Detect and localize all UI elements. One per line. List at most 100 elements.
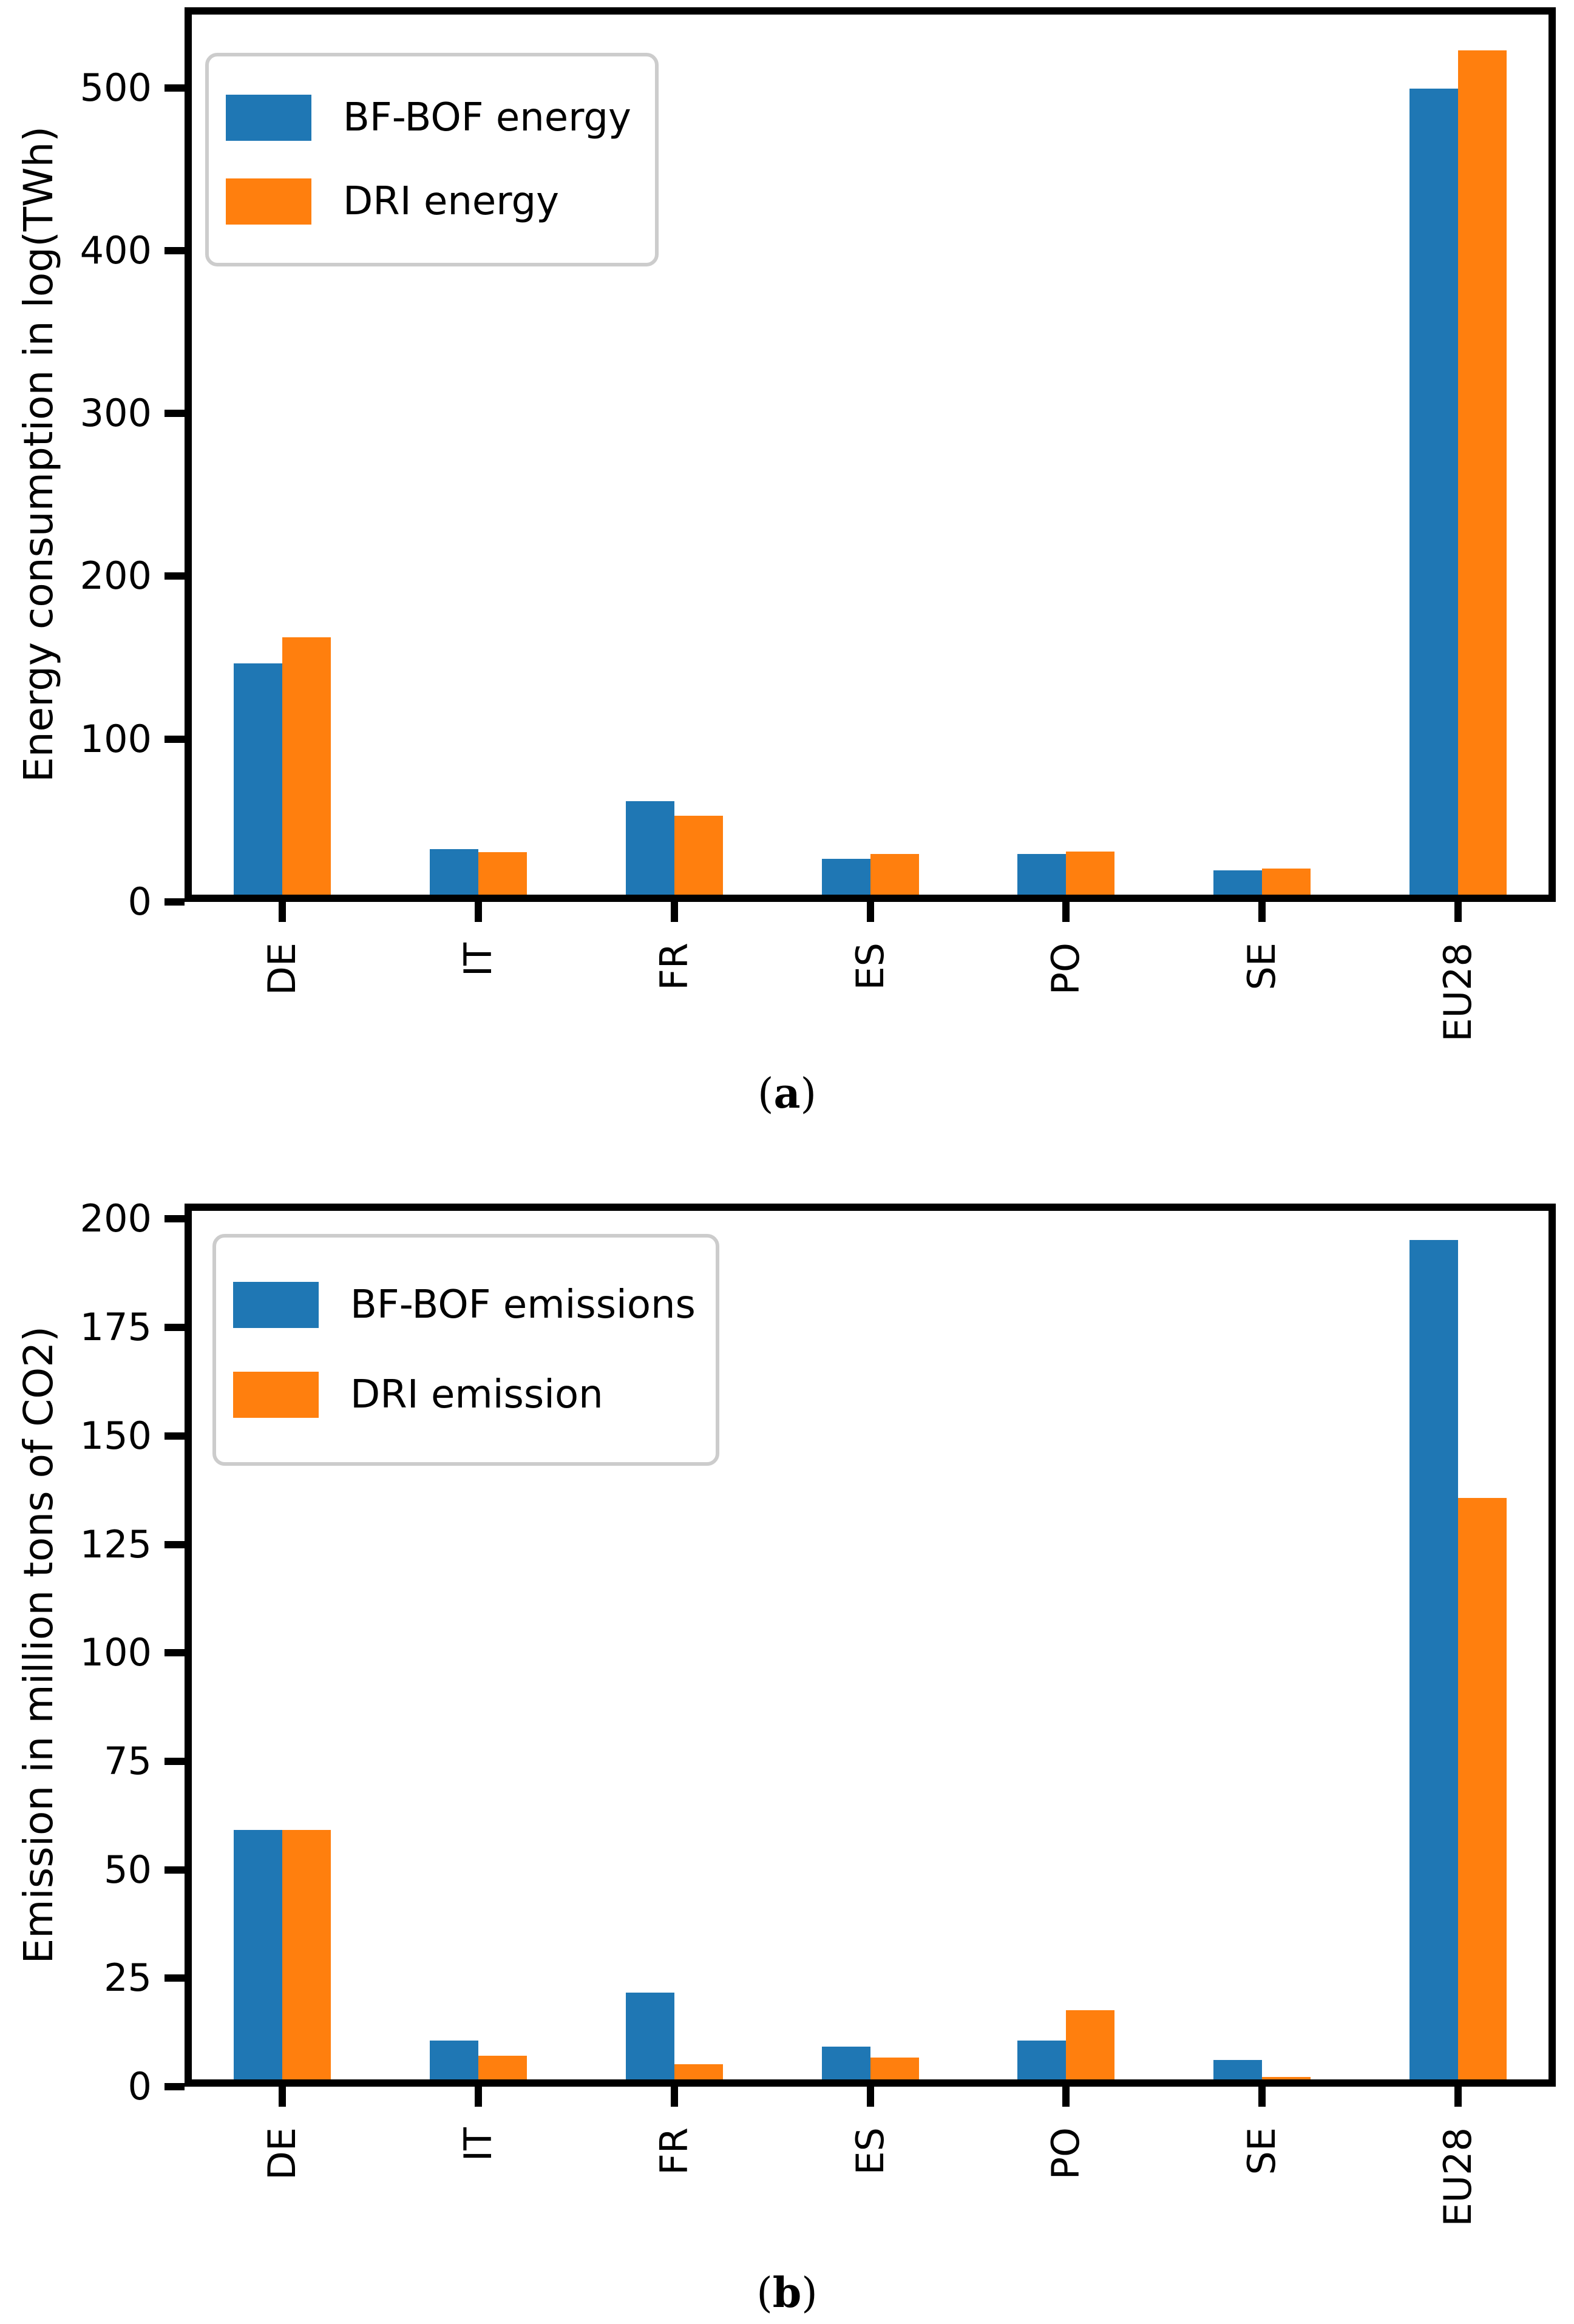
- x-tick: [475, 2087, 483, 2107]
- x-tick: [1062, 902, 1070, 922]
- y-tick-label: 25: [104, 1956, 152, 2000]
- x-tick: [1454, 902, 1462, 922]
- x-tick-label-PO: PO: [1043, 2127, 1088, 2180]
- bar-a-FR-dri: [674, 815, 723, 895]
- bar-b-IT-bf-bof: [430, 2040, 479, 2079]
- x-tick-label-DE: DE: [260, 943, 305, 995]
- x-tick-label-FR: FR: [651, 2127, 696, 2175]
- caption-paren: (: [757, 1070, 774, 1118]
- legend-label-bf-bof-emissions: BF-BOF emissions: [350, 1282, 696, 1327]
- y-tick: [165, 246, 185, 254]
- legend-swatch-dri-icon: [233, 1372, 319, 1418]
- x-tick: [1454, 2087, 1462, 2107]
- legend-row: BF-BOF emissions: [233, 1281, 716, 1328]
- legend-label-dri: DRI energy: [343, 179, 559, 225]
- bar-b-ES-bf-bof: [821, 2047, 870, 2079]
- bar-a-SE-dri: [1261, 869, 1311, 895]
- x-tick-label-PO: PO: [1043, 943, 1088, 995]
- bar-b-DE-bf-bof: [234, 1830, 283, 2079]
- x-tick: [1258, 902, 1266, 922]
- legend-row: DRI energy: [226, 178, 655, 225]
- x-tick: [1258, 2087, 1266, 2107]
- x-tick-label-ES: ES: [847, 943, 892, 991]
- x-tick: [670, 902, 678, 922]
- x-tick-label-IT: IT: [456, 943, 501, 977]
- x-tick: [279, 2087, 287, 2107]
- x-tick-label-FR: FR: [651, 943, 696, 991]
- caption-paren: ): [800, 1070, 817, 1118]
- bar-b-EU28-bf-bof: [1409, 1239, 1458, 2079]
- bar-b-FR-dri: [674, 2064, 723, 2079]
- y-tick-label: 0: [127, 879, 152, 924]
- chart-a: Energy consumption in log(TWh) BF-BOF en…: [0, 0, 1574, 1141]
- legend-label-bf-bof: BF-BOF energy: [343, 95, 631, 140]
- bar-a-PO-bf-bof: [1017, 853, 1067, 895]
- y-tick: [165, 735, 185, 743]
- y-tick: [165, 1324, 185, 1332]
- bar-a-DE-dri: [282, 637, 331, 895]
- x-tick-label-EU28: EU28: [1435, 943, 1480, 1042]
- x-tick: [670, 2087, 678, 2107]
- bar-b-PO-bf-bof: [1017, 2040, 1067, 2079]
- y-tick-label: 150: [80, 1413, 152, 1458]
- bar-b-EU28-dri: [1457, 1498, 1507, 2079]
- bar-b-DE-dri: [282, 1830, 331, 2079]
- y-tick: [165, 1540, 185, 1548]
- legend-swatch-dri-icon: [226, 178, 311, 225]
- x-tick: [866, 2087, 874, 2107]
- x-tick-label-SE: SE: [1239, 2127, 1284, 2175]
- caption-paren: ): [801, 2269, 818, 2317]
- y-tick-label: 100: [80, 1630, 152, 1675]
- legend-swatch-bf-bof-icon: [226, 94, 311, 141]
- x-tick-label-EU28: EU28: [1435, 2127, 1480, 2227]
- y-tick-label: 50: [104, 1847, 152, 1892]
- y-axis-label-a: Energy consumption in log(TWh): [15, 126, 62, 783]
- y-tick-label: 125: [80, 1522, 152, 1567]
- bar-a-IT-bf-bof: [430, 849, 479, 895]
- y-tick-label: 200: [80, 1196, 152, 1241]
- y-tick-label: 100: [80, 716, 152, 761]
- caption-a: (a): [0, 1069, 1574, 1118]
- x-tick: [279, 902, 287, 922]
- caption-paren: (: [756, 2269, 773, 2317]
- bar-a-DE-bf-bof: [234, 663, 283, 895]
- y-tick-label: 75: [104, 1738, 152, 1783]
- x-tick-label-ES: ES: [847, 2127, 892, 2175]
- bar-a-SE-bf-bof: [1213, 870, 1262, 895]
- bar-b-FR-bf-bof: [625, 1993, 674, 2079]
- x-tick: [475, 902, 483, 922]
- caption-letter: b: [772, 2269, 802, 2317]
- bar-a-PO-dri: [1066, 851, 1115, 895]
- bar-a-EU28-dri: [1457, 50, 1507, 895]
- bar-b-SE-dri: [1261, 2077, 1311, 2079]
- y-tick-label: 500: [80, 65, 152, 110]
- legend-label-dri-emission: DRI emission: [350, 1372, 603, 1418]
- y-tick: [165, 1757, 185, 1765]
- y-tick: [165, 1432, 185, 1440]
- legend-a: BF-BOF energy DRI energy: [205, 53, 659, 266]
- y-tick: [165, 410, 185, 418]
- y-tick: [165, 1866, 185, 1874]
- x-tick-label-IT: IT: [456, 2127, 501, 2162]
- y-tick-label: 300: [80, 391, 152, 436]
- y-tick-label: 175: [80, 1305, 152, 1350]
- caption-b: (b): [0, 2269, 1574, 2317]
- legend-row: BF-BOF energy: [226, 94, 655, 141]
- bar-a-ES-bf-bof: [821, 858, 870, 895]
- legend-swatch-bf-bof-icon: [233, 1281, 319, 1328]
- caption-letter: a: [773, 1069, 801, 1118]
- bar-b-IT-dri: [478, 2055, 527, 2079]
- y-tick-label: 0: [127, 2064, 152, 2109]
- plot-area-a: [185, 7, 1556, 902]
- y-tick-label: 400: [80, 228, 152, 273]
- y-tick: [165, 572, 185, 580]
- y-tick-label: 200: [80, 554, 152, 598]
- legend-row: DRI emission: [233, 1372, 716, 1418]
- bar-b-ES-dri: [870, 2058, 919, 2079]
- x-tick-label-DE: DE: [260, 2127, 305, 2180]
- y-tick: [165, 1649, 185, 1657]
- y-tick: [165, 1215, 185, 1223]
- x-tick: [866, 902, 874, 922]
- bar-b-SE-bf-bof: [1213, 2059, 1262, 2079]
